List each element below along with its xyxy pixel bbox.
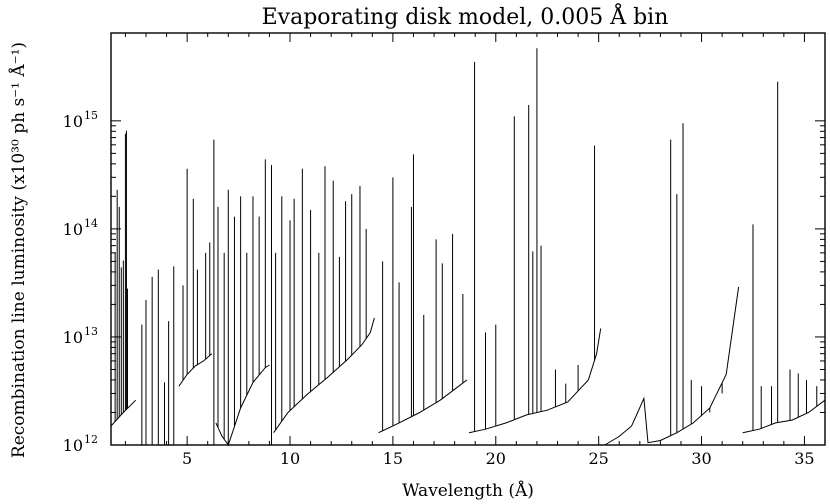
y-tick-label-exponent: 15 <box>84 109 98 122</box>
x-tick-label: 10 <box>280 449 300 468</box>
continuum-segment <box>468 328 602 434</box>
x-axis-ticks: 5 10 15 20 25 30 35 <box>124 33 826 468</box>
x-tick-label: 15 <box>383 449 403 468</box>
spectrum-series <box>110 48 826 447</box>
chart-title: Evaporating disk model, 0.005 Å bin <box>262 2 669 30</box>
x-tick-label: 25 <box>588 449 608 468</box>
continuum-segment <box>178 353 213 387</box>
y-tick-label-exponent: 13 <box>84 325 98 338</box>
y-tick-label-base: 10 <box>63 112 83 131</box>
continuum-segment <box>604 286 740 446</box>
x-tick-label: 5 <box>182 449 192 468</box>
y-tick-label-exponent: 14 <box>84 217 98 230</box>
continuum-segment <box>742 399 826 434</box>
y-tick-label-base: 10 <box>63 436 83 455</box>
continuum-segment <box>273 317 375 433</box>
x-tick-label: 30 <box>691 449 711 468</box>
continuum-segment <box>378 379 468 434</box>
x-tick-label: 35 <box>794 449 814 468</box>
y-tick-label-exponent: 12 <box>84 433 98 446</box>
continuum-segment <box>110 399 137 427</box>
x-tick-label: 20 <box>486 449 506 468</box>
x-axis-label: Wavelength (Å) <box>402 480 534 501</box>
y-axis-label: Recombination line luminosity (x10³⁰ ph … <box>8 42 29 458</box>
y-tick-label-base: 10 <box>63 328 83 347</box>
y-tick-label-base: 10 <box>63 220 83 239</box>
